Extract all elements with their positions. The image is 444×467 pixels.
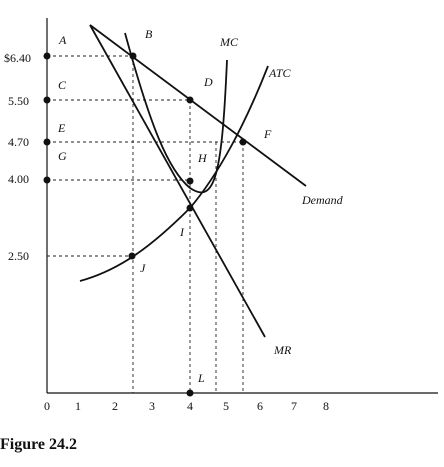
- point-i-dot: [186, 204, 194, 212]
- point-label-l: L: [197, 371, 205, 385]
- point-label-e: E: [57, 121, 66, 135]
- point-f-dot: [239, 138, 247, 146]
- point-h-dot: [186, 177, 194, 185]
- y-tick-labels: $6.40 5.50 4.70 4.00 2.50: [4, 51, 31, 263]
- x-tick-label-5: 5: [223, 399, 229, 413]
- point-a-dot: [43, 52, 51, 60]
- x-tick-label-1: 1: [75, 399, 81, 413]
- y-tick-label-400: 4.00: [8, 172, 29, 186]
- x-tick-label-2: 2: [112, 399, 118, 413]
- y-tick-label-640: $6.40: [4, 51, 31, 65]
- mc-label: MC: [219, 35, 239, 49]
- x-tick-label-3: 3: [149, 399, 155, 413]
- x-tick-labels: 0 1 2 3 4 5 6 7 8: [44, 399, 329, 413]
- mr-label: MR: [273, 343, 292, 357]
- x-tick-label-7: 7: [291, 399, 297, 413]
- point-label-a: A: [58, 33, 67, 47]
- y-tick-label-550: 5.50: [8, 94, 29, 108]
- point-labels: A B C D E F G H I J L: [57, 27, 272, 385]
- point-label-i: I: [179, 225, 185, 239]
- points: [43, 52, 247, 397]
- point-g-dot: [43, 176, 51, 184]
- x-tick-label-0: 0: [44, 399, 50, 413]
- point-l-dot: [186, 389, 194, 397]
- point-label-f: F: [263, 127, 272, 141]
- x-tick-label-4: 4: [187, 399, 193, 413]
- y-tick-label-470: 4.70: [8, 135, 29, 149]
- marginal-revenue-curve: [89, 24, 266, 338]
- point-j-dot: [128, 252, 136, 260]
- point-e-dot: [43, 138, 51, 146]
- x-tick-label-8: 8: [323, 399, 329, 413]
- point-label-j: J: [140, 261, 146, 275]
- guide-lines: [47, 55, 244, 393]
- demand-curve: [89, 24, 307, 187]
- y-tick-label-250: 2.50: [8, 249, 29, 263]
- point-label-h: H: [197, 151, 208, 165]
- point-d-dot: [186, 96, 194, 104]
- point-label-c: C: [58, 78, 67, 92]
- figure-caption: Figure 24.2: [0, 436, 78, 453]
- demand-label: Demand: [301, 193, 344, 207]
- point-c-dot: [43, 96, 51, 104]
- point-label-d: D: [203, 75, 213, 89]
- curve-labels: Demand MR MC ATC: [219, 35, 344, 357]
- x-tick-label-6: 6: [257, 399, 263, 413]
- point-b-dot: [129, 52, 137, 60]
- point-label-b: B: [145, 27, 153, 41]
- atc-label: ATC: [268, 66, 292, 80]
- marginal-cost-curve: [124, 32, 228, 194]
- point-label-g: G: [58, 149, 67, 163]
